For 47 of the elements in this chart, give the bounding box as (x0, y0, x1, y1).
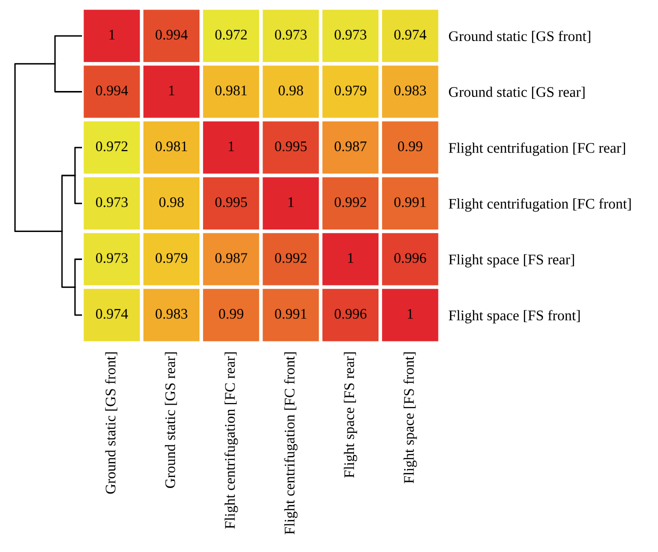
data-label: 0.972 (215, 30, 247, 40)
data-label: 1 (288, 197, 294, 207)
data-label: 0.992 (274, 253, 306, 263)
data-label: 0.992 (334, 197, 366, 208)
data-label: 1 (109, 30, 115, 40)
data-label: 0.996 (394, 253, 426, 263)
data-label: 0.973 (334, 30, 366, 40)
data-label: 0.991 (274, 308, 306, 319)
data-label: 0.99 (218, 308, 244, 319)
data-label: 0.979 (334, 86, 366, 96)
y-tick-label: Flight centrifugation [FC front] (448, 198, 631, 212)
y-tick-label: Flight space [FS front] (448, 310, 580, 324)
data-label: 0.995 (274, 141, 307, 152)
data-label: 1 (228, 141, 234, 152)
data-label: 0.973 (274, 30, 307, 40)
data-label: 0.979 (156, 253, 188, 263)
y-tick-label: Ground static [GS rear] (448, 86, 585, 99)
data-label: 0.974 (96, 308, 128, 319)
data-label: 1 (348, 253, 354, 263)
x-tick-label: Flight centrifugation [FC rear] (224, 352, 238, 529)
data-label: 0.987 (215, 253, 248, 263)
data-label: 0.987 (334, 141, 366, 152)
data-label: 0.99 (398, 141, 422, 152)
y-tick-label: Flight centrifugation [FC rear] (448, 142, 626, 156)
data-label: 0.981 (215, 86, 247, 96)
data-label: 0.98 (278, 86, 304, 96)
data-label: 0.983 (156, 308, 188, 319)
x-tick-label: Flight space [FS rear] (344, 352, 358, 478)
x-tick-label: Ground static [GS front] (105, 352, 118, 494)
x-tick-label: Flight centrifugation [FC front] (284, 352, 298, 534)
data-label: 0.996 (334, 308, 366, 319)
data-label: 0.995 (215, 197, 248, 208)
data-label: 1 (169, 86, 174, 96)
data-label: 0.973 (96, 253, 128, 263)
y-tick-label: Flight space [FS rear] (448, 254, 574, 268)
data-label: 0.98 (159, 197, 184, 208)
y-tick-label: Ground static [GS front] (448, 30, 590, 43)
data-label: 0.991 (394, 197, 426, 208)
data-label: 0.974 (394, 30, 426, 40)
data-label: 0.973 (96, 197, 128, 208)
data-label: 0.994 (156, 30, 188, 40)
data-label: 0.981 (156, 141, 188, 152)
data-label: 1 (408, 308, 413, 319)
data-label: 0.983 (394, 86, 426, 96)
data-label: 0.972 (96, 141, 128, 152)
x-tick-label: Ground static [GS rear] (164, 352, 177, 488)
data-label: 0.994 (96, 86, 128, 96)
